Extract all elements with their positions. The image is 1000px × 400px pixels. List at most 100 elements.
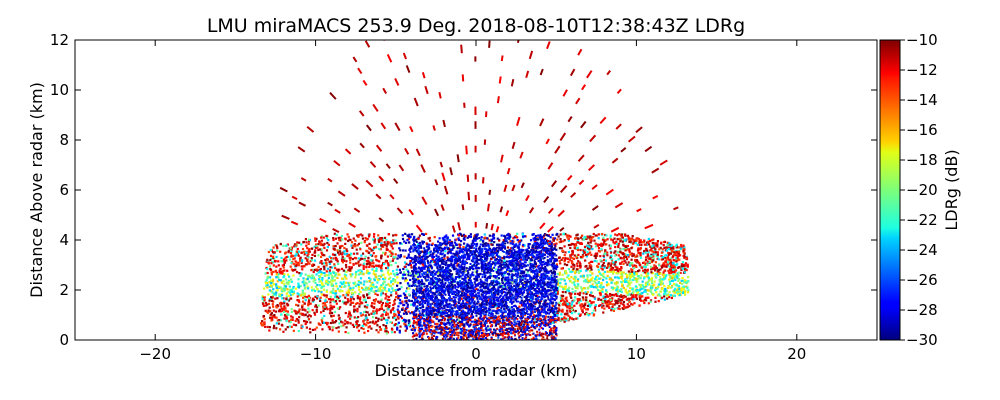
ldr-cell bbox=[281, 214, 290, 220]
ldr-cell bbox=[463, 236, 466, 239]
ldr-cell bbox=[612, 241, 615, 244]
ldr-cell bbox=[408, 256, 411, 259]
ldr-cell bbox=[282, 280, 285, 283]
ldr-cell bbox=[675, 291, 678, 294]
ldr-cell bbox=[586, 277, 589, 281]
ldr-cell bbox=[358, 110, 365, 117]
ldr-cell bbox=[654, 286, 658, 290]
ldr-cell bbox=[550, 241, 554, 244]
ldr-cell bbox=[267, 262, 270, 265]
ldr-cell bbox=[366, 262, 369, 266]
ldr-cell bbox=[620, 277, 624, 280]
ldr-cell bbox=[422, 265, 425, 268]
ldr-cell bbox=[446, 256, 449, 259]
ldr-cell bbox=[503, 184, 508, 192]
ldr-cell bbox=[679, 271, 682, 274]
ldr-cell bbox=[649, 289, 652, 292]
ldr-cell bbox=[617, 277, 620, 280]
ldr-cell bbox=[612, 261, 615, 264]
ldr-cell bbox=[470, 296, 473, 299]
ldr-cell bbox=[545, 234, 548, 237]
ldr-cell bbox=[309, 275, 312, 278]
ldr-cell bbox=[408, 299, 411, 303]
ldr-cell bbox=[656, 243, 659, 247]
ldr-cell bbox=[418, 273, 421, 276]
ldr-cell bbox=[455, 243, 458, 246]
ldr-cell bbox=[602, 258, 606, 262]
ldr-cell bbox=[482, 299, 485, 302]
ldr-cell bbox=[618, 304, 621, 308]
ldr-cell bbox=[315, 237, 318, 240]
ldr-cell bbox=[289, 297, 292, 300]
ldr-cell bbox=[534, 325, 537, 328]
ldr-cell bbox=[480, 236, 483, 239]
ldr-cell bbox=[669, 286, 672, 289]
ldr-cell bbox=[341, 321, 344, 324]
ldr-cell bbox=[660, 265, 663, 268]
ldr-cell bbox=[586, 267, 589, 270]
ldr-cell bbox=[349, 317, 352, 320]
ldr-cell bbox=[646, 260, 649, 263]
ldr-cell bbox=[421, 242, 424, 245]
ldr-cell bbox=[386, 262, 389, 265]
ldr-cell bbox=[644, 263, 647, 266]
ldr-cell bbox=[269, 258, 272, 262]
ldr-cell bbox=[382, 323, 385, 327]
ldr-cell bbox=[544, 319, 547, 323]
ldr-cell bbox=[399, 249, 402, 252]
ldr-cell bbox=[493, 287, 496, 291]
ldr-cell bbox=[355, 248, 358, 251]
ldr-cell bbox=[324, 305, 327, 308]
ldr-cell bbox=[529, 300, 532, 303]
ldr-cell bbox=[557, 310, 560, 313]
ldr-cell bbox=[589, 238, 592, 241]
ldr-cell bbox=[636, 260, 640, 263]
ldr-cell bbox=[380, 122, 387, 130]
ldr-cell bbox=[635, 259, 639, 262]
ldr-cell bbox=[271, 296, 274, 299]
ldr-cell bbox=[305, 251, 308, 254]
ldr-cell bbox=[635, 239, 638, 242]
ldr-cell bbox=[376, 293, 379, 297]
ldr-cell bbox=[610, 281, 613, 284]
ldr-cell bbox=[300, 243, 303, 246]
ldr-cell bbox=[321, 277, 324, 280]
ldr-cell bbox=[360, 254, 363, 257]
ldr-cell bbox=[386, 243, 389, 246]
ldr-cell bbox=[601, 288, 604, 291]
ldr-cell bbox=[325, 300, 328, 303]
ldr-cell bbox=[614, 265, 617, 268]
ldr-cell bbox=[569, 68, 576, 77]
ldr-cell bbox=[392, 278, 395, 281]
ldr-cell bbox=[261, 297, 264, 301]
ldr-cell bbox=[653, 266, 656, 269]
ldr-cell bbox=[504, 291, 507, 294]
ldr-cell bbox=[460, 234, 464, 237]
ldr-cell bbox=[387, 316, 390, 319]
ldr-cell bbox=[656, 242, 659, 245]
ldr-cell bbox=[484, 297, 487, 301]
ldr-cell bbox=[629, 237, 632, 240]
ldr-cell bbox=[494, 268, 497, 271]
ldr-cell bbox=[282, 244, 285, 247]
ldr-cell bbox=[321, 302, 325, 305]
ldr-cell bbox=[491, 304, 494, 307]
ldr-cell bbox=[365, 249, 368, 252]
ldr-cell bbox=[659, 294, 662, 297]
ldr-cell bbox=[270, 249, 273, 252]
ldr-cell bbox=[410, 266, 413, 269]
ldr-cell bbox=[631, 296, 634, 299]
ldr-cell bbox=[557, 307, 560, 310]
ldr-cell bbox=[626, 298, 629, 301]
ldr-cell bbox=[654, 289, 657, 292]
ldr-cell bbox=[605, 301, 608, 304]
ldr-cell bbox=[390, 321, 394, 324]
ldr-cell bbox=[350, 301, 353, 304]
ldr-cell bbox=[463, 323, 466, 326]
ldr-cell bbox=[502, 239, 505, 242]
ldr-cell bbox=[681, 264, 685, 267]
ldr-cell bbox=[372, 310, 375, 313]
ldr-cell bbox=[604, 249, 607, 252]
ldr-cell bbox=[290, 261, 293, 264]
ldr-cell bbox=[541, 280, 545, 283]
